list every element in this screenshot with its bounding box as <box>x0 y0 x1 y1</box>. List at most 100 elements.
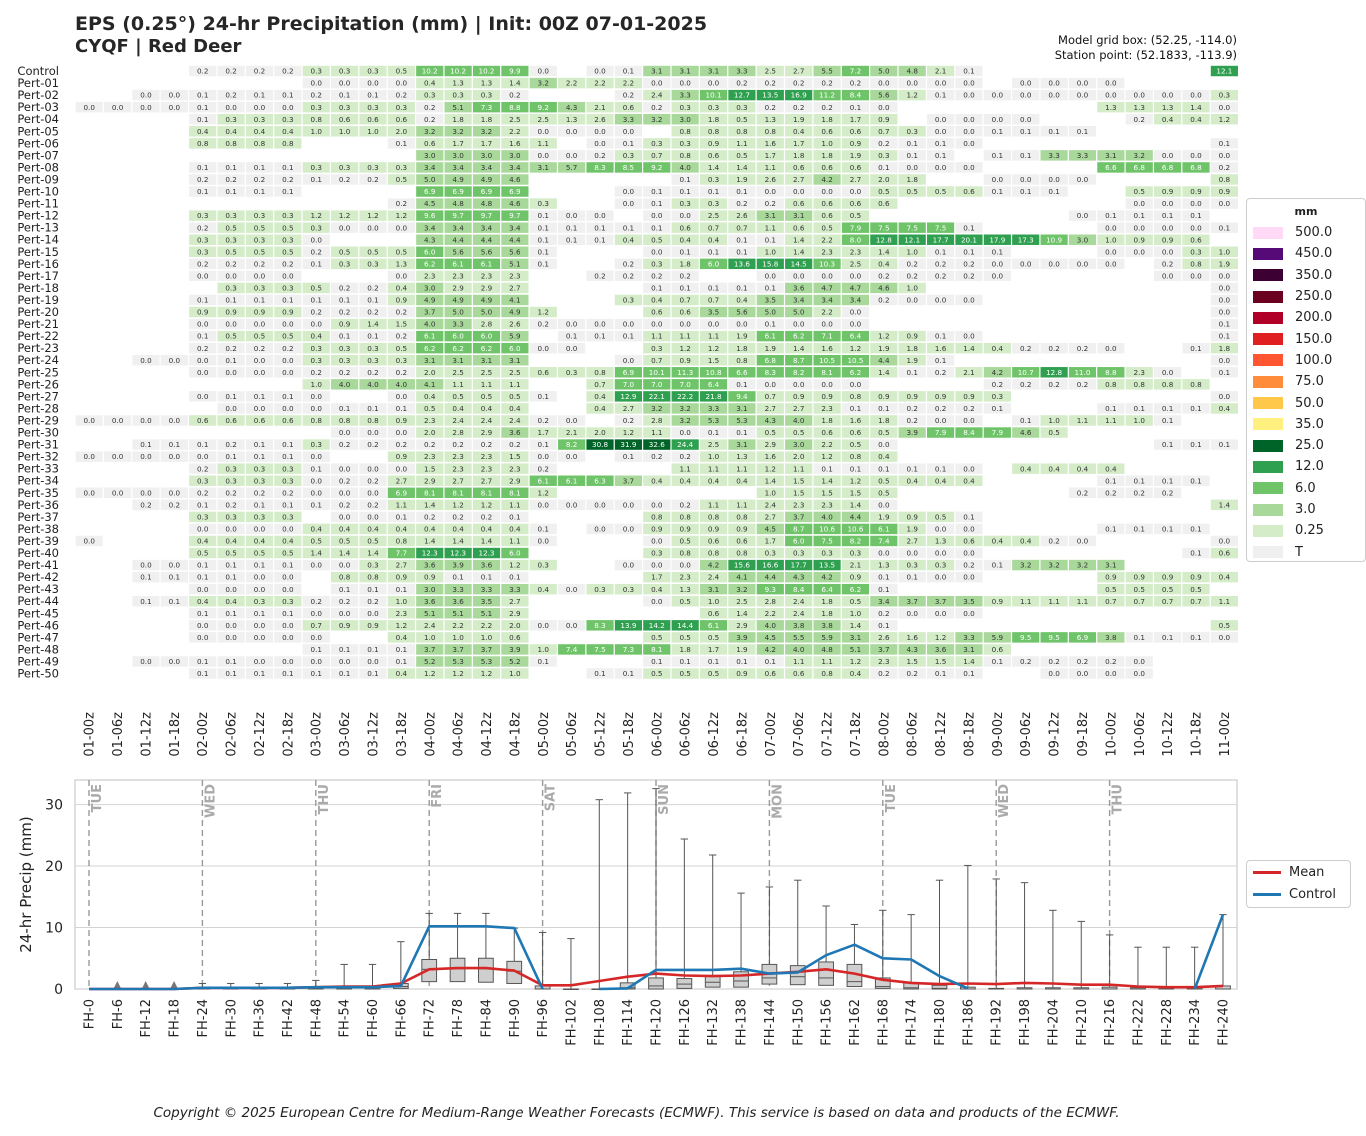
heatmap-cell <box>359 65 387 77</box>
heatmap-cell <box>387 89 415 101</box>
heatmap-cell-value: 0.1 <box>225 163 236 172</box>
heatmap-cell <box>756 294 784 306</box>
heatmap-cell-value: 2.2 <box>821 308 832 317</box>
heatmap-cell-value: 0.0 <box>765 187 777 196</box>
heatmap-cell <box>699 246 728 257</box>
heatmap-cell <box>387 174 415 185</box>
heatmap-cell-value: 3.4 <box>509 163 521 172</box>
heatmap-cell-value: 0.3 <box>679 103 690 112</box>
heatmap-cell <box>699 282 728 294</box>
heatmap-cell-value: 0.6 <box>1190 235 1202 244</box>
heatmap-cell <box>217 210 245 221</box>
heatmap-cell-value: 0.1 <box>736 247 747 256</box>
heatmap-cell-value: 1.0 <box>339 127 351 136</box>
heatmap-cell-value: 0.3 <box>367 163 378 172</box>
legend-label: 100.0 <box>1295 352 1333 368</box>
heatmap-cell-value: 0.0 <box>623 199 635 208</box>
heatmap-cell <box>245 222 274 233</box>
heatmap-cell <box>728 101 756 113</box>
heatmap-cell-value: 0.6 <box>850 127 862 136</box>
y-axis-label: 24-hr Precip (mm) <box>17 816 35 952</box>
heatmap-cell <box>699 77 728 89</box>
heatmap-cell <box>728 186 756 197</box>
heatmap-cell-value: 9.7 <box>509 211 520 220</box>
station-point-label: Station point: (52.1833, -113.9) <box>1054 48 1237 62</box>
heatmap-cell-value: 0.3 <box>282 235 293 244</box>
heatmap-cell <box>1012 150 1040 161</box>
heatmap-cell <box>728 306 756 318</box>
heatmap-cell-value: 0.1 <box>935 151 946 160</box>
heatmap-cell <box>444 150 472 161</box>
heatmap-cell <box>671 198 699 209</box>
heatmap-cell-value: 0.0 <box>367 223 379 232</box>
heatmap-cell-value: 7.5 <box>906 223 917 232</box>
heatmap-cell-value: 0.0 <box>1020 259 1032 268</box>
heatmap-cell-value: 0.0 <box>1105 247 1117 256</box>
x-tick-label: FH-162 <box>848 999 863 1046</box>
legend-swatch <box>1253 397 1283 410</box>
heatmap-cell-value: 0.9 <box>708 139 720 148</box>
heatmap-cell-value: 2.5 <box>765 67 776 76</box>
heatmap-cell <box>699 294 728 306</box>
heatmap-cell <box>643 234 671 245</box>
heatmap-cell-value: 0.0 <box>850 271 862 280</box>
heatmap-cell <box>245 258 274 270</box>
heatmap-cell-value: 1.1 <box>765 223 776 232</box>
heatmap-cell <box>841 162 870 173</box>
heatmap-cell-value: 0.0 <box>566 151 578 160</box>
heatmap-cell <box>983 234 1011 245</box>
heatmap-cell <box>444 162 472 173</box>
heatmap-cell <box>472 101 501 113</box>
heatmap-cell-value: 0.2 <box>793 103 804 112</box>
heatmap-cell <box>217 114 245 125</box>
heatmap-cell-value: 0.1 <box>339 332 350 341</box>
heatmap-cell-value: 3.4 <box>481 163 493 172</box>
heatmap-cell-value: 1.3 <box>765 115 776 124</box>
heatmap-cell-value: 2.9 <box>481 284 493 293</box>
heatmap-cell-value: 0.0 <box>878 79 890 88</box>
heatmap-cell <box>189 306 217 318</box>
heatmap-cell <box>898 174 926 185</box>
heatmap-cell-value: 2.6 <box>765 175 777 184</box>
heatmap-cell-value: 0.1 <box>963 247 974 256</box>
heatmap-cell-value: 0.5 <box>651 235 662 244</box>
heatmap-cell-value: 0.0 <box>850 320 862 329</box>
heatmap-cell-value: 3.4 <box>481 223 493 232</box>
heatmap-cell <box>189 101 217 113</box>
heatmap-cell-value: 3.2 <box>1134 151 1145 160</box>
heatmap-cell-value: 0.2 <box>254 259 265 268</box>
heatmap-cell-value: 0.3 <box>906 127 917 136</box>
heatmap-cell-value: 0.0 <box>282 103 294 112</box>
heatmap-cell-value: 0.0 <box>963 79 975 88</box>
heatmap-cell <box>302 65 330 77</box>
heatmap-cell-value: 1.0 <box>367 127 379 136</box>
heatmap-cell-value: 0.0 <box>1077 259 1089 268</box>
heatmap-cell <box>983 126 1011 137</box>
heatmap-cell <box>586 65 614 77</box>
heatmap-cell-value: 0.0 <box>566 320 578 329</box>
heatmap-cell-value: 0.0 <box>594 320 606 329</box>
heatmap-cell-value: 0.0 <box>1105 223 1117 232</box>
heatmap-cell <box>558 234 586 245</box>
heatmap-cell <box>472 89 501 101</box>
heatmap-cell <box>898 222 926 233</box>
heatmap-cell <box>501 174 529 185</box>
heatmap-cell <box>189 294 217 306</box>
heatmap-cell <box>955 246 983 257</box>
heatmap-cell-value: 3.0 <box>509 151 521 160</box>
heatmap-cell-value: 0.1 <box>538 247 549 256</box>
heatmap-cell-value: 4.7 <box>850 284 861 293</box>
heatmap-cell-value: 4.3 <box>566 103 577 112</box>
heatmap-cell <box>841 89 870 101</box>
heatmap-cell <box>529 126 557 137</box>
heatmap-cell <box>785 282 813 294</box>
heatmap-cell-value: 0.0 <box>1190 271 1202 280</box>
heatmap-cell-value: 0.4 <box>651 296 663 305</box>
heatmap-cell <box>1125 114 1153 125</box>
heatmap-cell-value: 15.8 <box>762 259 778 268</box>
heatmap-cell <box>387 114 415 125</box>
heatmap-cell-value: 0.3 <box>197 211 208 220</box>
heatmap-cell <box>756 101 784 113</box>
heatmap-cell-value: 2.2 <box>623 79 634 88</box>
heatmap-cell-value: 7.9 <box>850 223 862 232</box>
